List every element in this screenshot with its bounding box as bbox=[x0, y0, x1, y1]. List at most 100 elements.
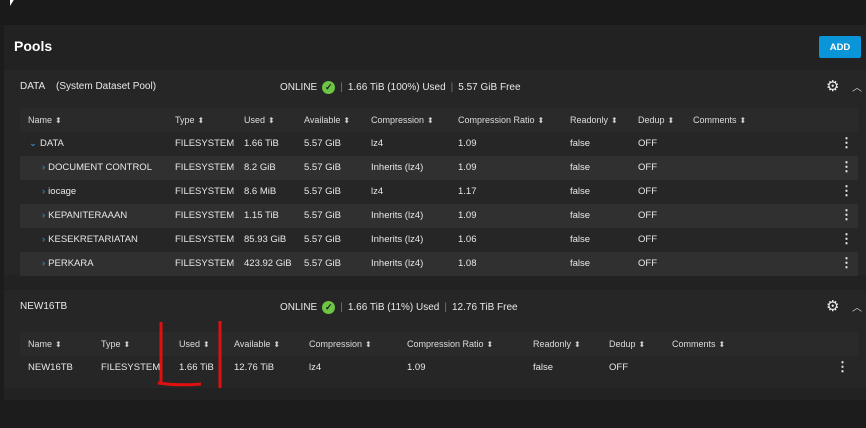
sort-icon: ⬍ bbox=[537, 116, 545, 125]
column-header[interactable]: Compression Ratio ⬍ bbox=[407, 332, 493, 357]
more-vert-icon[interactable]: ⋮ bbox=[836, 359, 849, 374]
table-row[interactable]: NEW16TB FILESYSTEM 1.66 TiB 12.76 TiB lz4 1.0… bbox=[20, 356, 858, 380]
cell-used: 1.66 TiB bbox=[179, 362, 214, 373]
column-label: Type bbox=[101, 339, 121, 349]
column-header[interactable]: Name ⬍ bbox=[28, 108, 62, 133]
pool-status: ONLINE ✓ | 1.66 TiB (11%) Used | 12.76 T… bbox=[280, 301, 518, 314]
column-header[interactable]: Available ⬍ bbox=[234, 332, 280, 357]
column-header[interactable]: Available ⬍ bbox=[304, 108, 350, 133]
cell-ratio: 1.09 bbox=[407, 362, 426, 373]
dataset-name: PERKARA bbox=[48, 258, 94, 269]
pool-header: DATA (System Dataset Pool) ONLINE ✓ | 1.… bbox=[4, 70, 866, 104]
used-summary: 1.66 TiB (100%) Used bbox=[347, 82, 446, 93]
cell-name: › KEPANITERAAAN bbox=[42, 204, 127, 228]
pool-subtitle: (System Dataset Pool) bbox=[56, 81, 157, 92]
column-label: Dedup bbox=[609, 339, 636, 349]
cell-dedup: OFF bbox=[638, 258, 657, 269]
column-label: Dedup bbox=[638, 115, 665, 125]
column-header[interactable]: Compression ⬍ bbox=[309, 332, 372, 357]
cell-available: 5.57 GiB bbox=[304, 162, 341, 173]
chevron-down-icon[interactable]: ⌄ bbox=[29, 138, 37, 149]
more-vert-icon[interactable]: ⋮ bbox=[840, 135, 853, 150]
column-header[interactable]: Compression Ratio ⬍ bbox=[458, 108, 544, 133]
cell-ratio: 1.17 bbox=[458, 186, 477, 197]
collapse-caret-icon[interactable]: ︿ bbox=[852, 83, 862, 94]
pool-card: NEW16TB ONLINE ✓ | 1.66 TiB (11%) Used |… bbox=[4, 290, 866, 388]
column-header[interactable]: Dedup ⬍ bbox=[609, 332, 645, 357]
more-vert-icon[interactable]: ⋮ bbox=[840, 255, 853, 270]
pool-name: DATA bbox=[20, 81, 46, 92]
cell-readonly: false bbox=[570, 162, 591, 173]
column-label: Readonly bbox=[570, 115, 609, 125]
more-vert-icon[interactable]: ⋮ bbox=[840, 207, 853, 222]
chevron-right-icon[interactable]: › bbox=[42, 258, 46, 269]
column-header[interactable]: Used ⬍ bbox=[244, 108, 275, 133]
collapse-caret-icon[interactable]: ︿ bbox=[852, 303, 862, 314]
table-row[interactable]: › KEPANITERAAAN FILESYSTEM 1.15 TiB 5.57 GiB… bbox=[20, 204, 858, 228]
cell-readonly: false bbox=[533, 362, 554, 373]
cell-ratio: 1.09 bbox=[458, 138, 477, 149]
table-row[interactable]: › iocage FILESYSTEM 8.6 MiB 5.57 GiB lz4 1.17 f… bbox=[20, 180, 858, 204]
cell-type: FILESYSTEM bbox=[175, 162, 235, 173]
column-header[interactable]: Readonly ⬍ bbox=[533, 332, 581, 357]
cell-readonly: false bbox=[570, 138, 591, 149]
column-header[interactable]: Comments ⬍ bbox=[672, 332, 725, 357]
cell-available: 5.57 GiB bbox=[304, 138, 341, 149]
chevron-right-icon[interactable]: › bbox=[42, 210, 46, 221]
check-icon: ✓ bbox=[322, 81, 336, 94]
column-label: Compression Ratio bbox=[458, 115, 535, 125]
column-header[interactable]: Type ⬍ bbox=[101, 332, 130, 357]
table-row[interactable]: ⌄ DATA FILESYSTEM 1.66 TiB 5.57 GiB lz4 1.09 fa… bbox=[20, 132, 858, 156]
column-header[interactable]: Readonly ⬍ bbox=[570, 108, 618, 133]
cell-dedup: OFF bbox=[638, 138, 657, 149]
pool-card: DATA (System Dataset Pool) ONLINE ✓ | 1.… bbox=[4, 70, 866, 276]
cell-used: 8.6 MiB bbox=[244, 186, 277, 197]
column-header[interactable]: Name ⬍ bbox=[28, 332, 62, 357]
sort-icon: ⬍ bbox=[343, 116, 351, 125]
cell-readonly: false bbox=[570, 234, 591, 245]
column-label: Used bbox=[244, 115, 266, 125]
sort-icon: ⬍ bbox=[486, 340, 494, 349]
column-header[interactable]: Comments ⬍ bbox=[693, 108, 746, 133]
column-header[interactable]: Type ⬍ bbox=[175, 108, 204, 133]
cell-compression: Inherits (lz4) bbox=[371, 258, 424, 269]
more-vert-icon[interactable]: ⋮ bbox=[840, 183, 853, 198]
column-header[interactable]: Dedup ⬍ bbox=[638, 108, 674, 133]
chevron-right-icon[interactable]: › bbox=[42, 186, 46, 197]
column-label: Compression bbox=[309, 339, 363, 349]
sort-icon: ⬍ bbox=[268, 116, 275, 125]
cell-used: 1.15 TiB bbox=[244, 210, 279, 221]
cell-dedup: OFF bbox=[638, 210, 657, 221]
sort-icon: ⬍ bbox=[55, 116, 62, 125]
column-label: Compression bbox=[371, 115, 425, 125]
sort-icon: ⬍ bbox=[123, 340, 131, 349]
chevron-right-icon[interactable]: › bbox=[42, 162, 46, 173]
gear-icon[interactable]: ⚙ bbox=[826, 78, 840, 95]
dataset-name: iocage bbox=[48, 186, 77, 197]
table-row[interactable]: › DOCUMENT CONTROL FILESYSTEM 8.2 GiB 5.57 G… bbox=[20, 156, 858, 180]
more-vert-icon[interactable]: ⋮ bbox=[840, 159, 853, 174]
table-row[interactable]: › KESEKRETARIATAN FILESYSTEM 85.93 GiB 5.57 … bbox=[20, 228, 858, 252]
dataset-name: DATA bbox=[39, 138, 64, 149]
column-header[interactable]: Compression ⬍ bbox=[371, 108, 434, 133]
cell-name: ⌄ DATA bbox=[29, 132, 64, 156]
add-button[interactable]: ADD bbox=[819, 36, 861, 58]
cell-compression: lz4 bbox=[309, 362, 322, 373]
cell-readonly: false bbox=[570, 210, 591, 221]
sort-icon: ⬍ bbox=[427, 116, 434, 125]
gear-icon[interactable]: ⚙ bbox=[826, 298, 840, 315]
sort-icon: ⬍ bbox=[638, 340, 646, 349]
more-vert-icon[interactable]: ⋮ bbox=[840, 231, 853, 246]
table-row[interactable]: › PERKARA FILESYSTEM 423.92 GiB 5.57 GiB Inhe… bbox=[20, 252, 858, 276]
divider: | bbox=[340, 302, 343, 313]
column-label: Available bbox=[304, 115, 341, 125]
column-header[interactable]: Used ⬍ bbox=[179, 332, 210, 357]
cell-type: FILESYSTEM bbox=[175, 138, 235, 149]
free-summary: 5.57 GiB Free bbox=[458, 82, 521, 93]
chevron-right-icon[interactable]: › bbox=[42, 234, 46, 245]
cell-compression: lz4 bbox=[371, 186, 384, 197]
cell-ratio: 1.06 bbox=[458, 234, 477, 245]
cell-type: FILESYSTEM bbox=[101, 362, 161, 373]
table-header: Name ⬍ Type ⬍ Used ⬍ Available ⬍ Compression ⬍ Com… bbox=[20, 332, 858, 356]
status-text: ONLINE bbox=[280, 302, 318, 313]
